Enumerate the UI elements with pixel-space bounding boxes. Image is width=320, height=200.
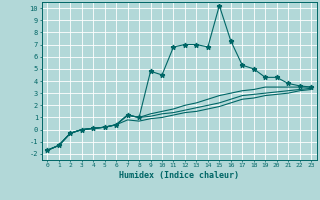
X-axis label: Humidex (Indice chaleur): Humidex (Indice chaleur) — [119, 171, 239, 180]
